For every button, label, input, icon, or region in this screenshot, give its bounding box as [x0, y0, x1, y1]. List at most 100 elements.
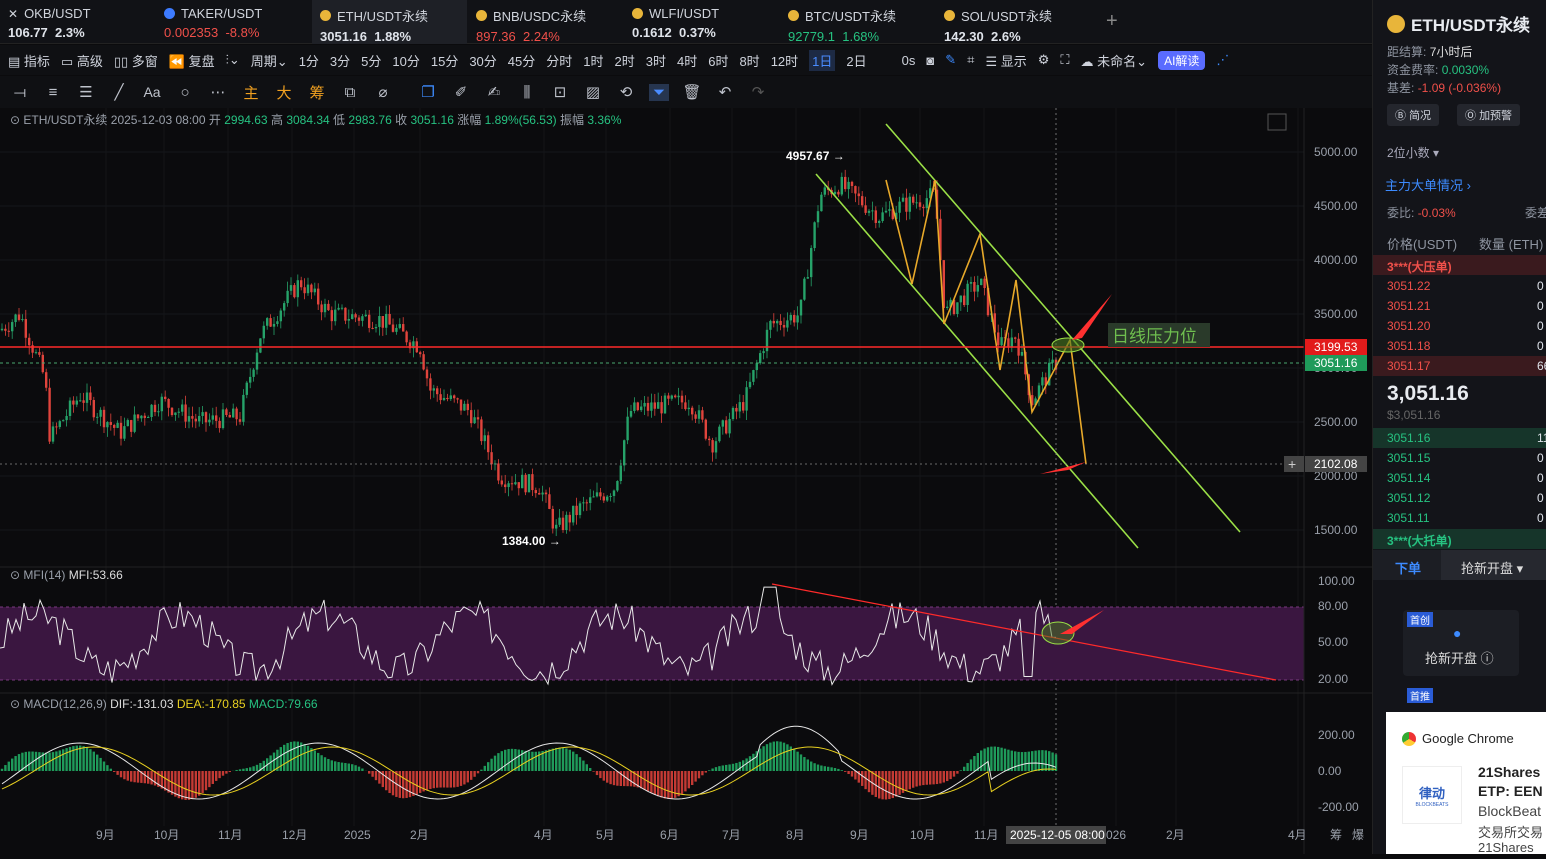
coin-blue-icon: [164, 8, 175, 19]
brush-icon[interactable]: ✍: [484, 83, 504, 101]
tab-okb[interactable]: ✕OKB/USDT 106.77 2.3%: [0, 0, 155, 44]
grab-tab[interactable]: 抢新开盘 ▾: [1461, 558, 1523, 577]
close-icon[interactable]: ✕: [8, 7, 18, 21]
interval-4h[interactable]: 4时: [677, 51, 697, 70]
expand-icon[interactable]: [1268, 114, 1286, 130]
burst-corner-button[interactable]: 爆: [1352, 828, 1364, 842]
collapse-icon[interactable]: ⊙: [10, 113, 20, 127]
multi-window-button[interactable]: ▯▯ 多窗: [114, 51, 158, 70]
circle-tool-icon[interactable]: ○: [175, 84, 195, 101]
order-tab[interactable]: 下单: [1395, 558, 1421, 577]
chrome-notification[interactable]: Google Chrome 律动 BLOCKBEATS 21Shares ETP…: [1386, 712, 1546, 854]
fullscreen-icon[interactable]: ⛶: [1060, 52, 1069, 68]
horizontal-line-icon[interactable]: ⟞: [10, 84, 30, 101]
replay-button[interactable]: ⏪ 复盘: [169, 51, 215, 70]
advanced-button[interactable]: ▭ 高级: [61, 51, 103, 70]
ask-row[interactable]: 3051.1766: [1387, 359, 1546, 373]
ai-interpret-button[interactable]: AI解读: [1158, 51, 1205, 70]
undo-icon[interactable]: ↶: [715, 83, 735, 101]
kline-chart[interactable]: 日线压力位 4957.67 → 1384.00 → 5000.004500.00…: [0, 108, 1372, 854]
tab-taker[interactable]: TAKER/USDT 0.002353 -8.8%: [156, 0, 311, 44]
template-icon[interactable]: ⧉: [340, 84, 360, 101]
interval-12h[interactable]: 12时: [771, 51, 798, 70]
arrow-up-marker: [1072, 294, 1112, 340]
ruler-icon[interactable]: ✐: [451, 83, 471, 101]
interval-2h[interactable]: 2时: [615, 51, 635, 70]
big-orders-link[interactable]: 主力大单情况 ›: [1385, 175, 1471, 194]
decimals-dropdown[interactable]: 2位小数 ▾: [1387, 144, 1439, 161]
parallel-lines-icon[interactable]: ≡: [43, 84, 63, 101]
interval-5m[interactable]: 5分: [361, 51, 381, 70]
lock-icon[interactable]: ⊡: [550, 83, 570, 101]
price-axis-label: 5000.00: [1314, 145, 1358, 159]
wave-line[interactable]: [886, 180, 1086, 464]
more-tools-icon[interactable]: ⋯: [208, 83, 228, 101]
price-axis-label: 4000.00: [1314, 253, 1358, 267]
last-price-text: 3051.16: [1314, 356, 1358, 370]
interval-3h[interactable]: 3时: [646, 51, 666, 70]
trend-line-icon[interactable]: ╱: [109, 83, 129, 101]
share-icon[interactable]: ⋰: [1216, 52, 1229, 68]
bid-row[interactable]: 3051.16113: [1387, 431, 1546, 445]
interval-45m[interactable]: 45分: [508, 51, 535, 70]
tab-eth[interactable]: ETH/USDT永续 3051.16 1.88%: [312, 0, 467, 44]
note-icon[interactable]: ▨: [583, 83, 603, 101]
overview-button[interactable]: Ⓑ 简况: [1387, 104, 1439, 126]
chart-type-icon[interactable]: ⫶⌄: [226, 52, 240, 68]
filter-icon[interactable]: ⏷: [649, 84, 669, 101]
chip-indicator-button[interactable]: 筹: [307, 82, 327, 103]
seconds-label[interactable]: 0s: [902, 53, 916, 68]
tab-btc[interactable]: BTC/USDT永续 92779.1 1.68%: [780, 0, 935, 44]
settings-icon[interactable]: ⚙: [1038, 52, 1050, 68]
alert-button[interactable]: Ⓞ 加预警: [1457, 104, 1520, 126]
chip-corner-button[interactable]: 筹: [1330, 828, 1342, 842]
interval-10m[interactable]: 10分: [392, 51, 419, 70]
text-tool-icon[interactable]: Aa: [142, 84, 162, 100]
tab-bnb[interactable]: BNB/USDC永续 897.36 2.24%: [468, 0, 623, 44]
mfi-axis-label: 100.00: [1318, 574, 1355, 588]
time-axis-label: 5月: [596, 828, 615, 842]
indicators-button[interactable]: ▤ 指标: [8, 51, 50, 70]
collapse-icon[interactable]: ⊙: [10, 568, 20, 582]
add-tab-icon[interactable]: +: [1106, 10, 1118, 33]
frame-icon[interactable]: ⌗: [967, 52, 974, 68]
interval-2d[interactable]: 2日: [846, 51, 866, 70]
interval-1d[interactable]: 1日: [809, 50, 835, 71]
pen-icon[interactable]: ✎: [945, 52, 956, 68]
interval-30m[interactable]: 30分: [469, 51, 496, 70]
camera-icon[interactable]: ◙: [926, 53, 934, 68]
bars-icon[interactable]: ⫼: [517, 84, 537, 101]
interval-1m[interactable]: 1分: [299, 51, 319, 70]
redo-icon[interactable]: ↷: [748, 83, 768, 101]
trash-icon[interactable]: 🗑: [682, 83, 702, 101]
rocket-icon: ●: [1453, 625, 1461, 641]
interval-1h[interactable]: 1时: [583, 51, 603, 70]
interval-6h[interactable]: 6时: [708, 51, 728, 70]
magnet-icon[interactable]: ⟲: [616, 83, 636, 101]
symbol-tabs: ✕OKB/USDT 106.77 2.3% TAKER/USDT 0.00235…: [0, 0, 1372, 44]
copy-icon[interactable]: ❐: [418, 83, 438, 101]
main-indicator-button[interactable]: 主: [241, 82, 261, 103]
period-dropdown[interactable]: 周期⌄: [251, 51, 288, 70]
interval-15m[interactable]: 15分: [431, 51, 458, 70]
interval-8h[interactable]: 8时: [739, 51, 759, 70]
display-button[interactable]: ☰ 显示: [985, 51, 1026, 70]
cloud-layout-button[interactable]: ☁ 未命名⌄: [1081, 51, 1148, 70]
eraser-icon[interactable]: ⌀: [373, 83, 393, 101]
tab-wlfi[interactable]: WLFI/USDT 0.1612 0.37%: [624, 0, 779, 44]
collapse-icon[interactable]: ⊙: [10, 697, 20, 711]
interval-3m[interactable]: 3分: [330, 51, 350, 70]
fib-icon[interactable]: ☰: [76, 83, 96, 101]
tab-sol[interactable]: SOL/USDT永续 142.30 2.6%: [936, 0, 1091, 44]
big-indicator-button[interactable]: 大: [274, 82, 294, 103]
interval-tick[interactable]: 分时: [546, 51, 572, 70]
